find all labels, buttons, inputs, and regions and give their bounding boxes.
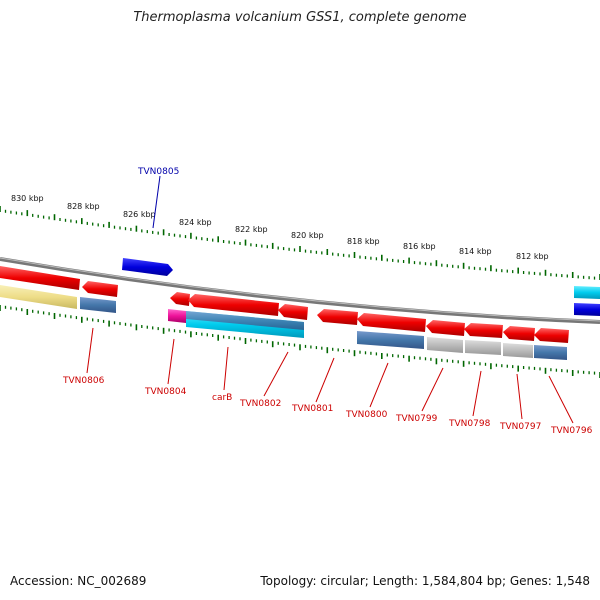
connector-tvn0798 <box>472 370 482 417</box>
class-block-gray[interactable] <box>427 337 463 353</box>
gene-tvn0799-red[interactable] <box>426 320 465 336</box>
gene-forward-edge-blue[interactable] <box>574 303 600 316</box>
class-block-yellow[interactable] <box>0 285 77 309</box>
gene-tvn0802-red[interactable] <box>278 304 308 320</box>
gene-forward-edge-cyan[interactable] <box>574 286 600 299</box>
scale-label: 822 kbp <box>235 225 268 234</box>
accession-text: Accession: NC_002689 <box>10 574 147 588</box>
gene-tvn0797-red[interactable] <box>503 326 535 341</box>
genome-backbone <box>0 257 600 324</box>
gene-label-tvn0799[interactable]: TVN0799 <box>395 414 438 424</box>
connector-tvn0797 <box>516 373 523 420</box>
gene-labels: TVN0805 TVN0806 TVN0804 carB TVN0802 TVN… <box>62 167 593 436</box>
scale-label: 816 kbp <box>403 242 436 251</box>
gene-label-tvn0806[interactable]: TVN0806 <box>62 376 105 386</box>
connector-tvn0796 <box>548 375 574 424</box>
connector-tvn0805 <box>152 175 161 229</box>
gene-carb-red[interactable] <box>188 294 279 316</box>
class-block-steel[interactable] <box>80 297 116 313</box>
class-block-magenta[interactable] <box>168 309 186 323</box>
scale-label: 818 kbp <box>347 237 380 246</box>
label-connectors <box>86 175 574 424</box>
class-block-gray[interactable] <box>465 340 501 355</box>
gene-label-tvn0797[interactable]: TVN0797 <box>499 422 541 432</box>
class-block-steel[interactable] <box>534 345 567 360</box>
gene-red-left[interactable] <box>0 266 80 290</box>
gene-label-tvn0798[interactable]: TVN0798 <box>448 419 491 429</box>
class-block-steel[interactable] <box>186 311 304 330</box>
functional-class-track <box>0 285 567 360</box>
gene-tvn0800-red[interactable] <box>357 313 426 332</box>
connector-tvn0806 <box>86 327 94 374</box>
gene-tvn0801-red[interactable] <box>317 309 358 325</box>
connector-tvn0801 <box>315 357 335 403</box>
gene-label-tvn0800[interactable]: TVN0800 <box>345 410 388 420</box>
gene-label-carb[interactable]: carB <box>212 393 232 403</box>
scale-ticks-outer <box>0 206 600 280</box>
scale-labels: 830 kbp 828 kbp 826 kbp 824 kbp 822 kbp … <box>11 194 549 261</box>
gene-tvn0796-red[interactable] <box>534 328 569 343</box>
class-block-gray[interactable] <box>503 343 533 358</box>
gene-tvn0805[interactable] <box>122 258 173 276</box>
connector-tvn0799 <box>421 367 444 412</box>
genome-summary-text: Topology: circular; Length: 1,584,804 bp… <box>260 574 590 588</box>
connector-tvn0800 <box>369 362 389 408</box>
gene-label-tvn0804[interactable]: TVN0804 <box>144 387 187 397</box>
connector-carb <box>223 346 229 391</box>
scale-label: 824 kbp <box>179 218 212 227</box>
connector-tvn0802 <box>263 351 289 397</box>
scale-label: 826 kbp <box>123 210 156 219</box>
forward-strand-genes <box>122 258 600 316</box>
scale-label: 830 kbp <box>11 194 44 203</box>
scale-label: 814 kbp <box>459 247 492 256</box>
gene-label-tvn0801[interactable]: TVN0801 <box>291 404 333 414</box>
gene-label-tvn0802[interactable]: TVN0802 <box>239 399 281 409</box>
genome-backbone-highlight <box>0 257 600 322</box>
gene-label-tvn0796[interactable]: TVN0796 <box>550 426 593 436</box>
gene-tvn0806-red[interactable] <box>82 281 118 297</box>
class-block-steel[interactable] <box>357 331 424 349</box>
scale-label: 828 kbp <box>67 202 100 211</box>
scale-ticks-inner <box>0 305 600 378</box>
gene-tvn0804-red[interactable] <box>170 292 190 306</box>
scale-label: 820 kbp <box>291 231 324 240</box>
map-title: Thermoplasma volcanium GSS1, complete ge… <box>133 10 467 25</box>
scale-label: 812 kbp <box>516 252 549 261</box>
gene-tvn0798-red[interactable] <box>464 323 503 338</box>
reverse-strand-genes <box>0 266 569 343</box>
gene-label-tvn0805[interactable]: TVN0805 <box>137 167 179 177</box>
connector-tvn0804 <box>167 338 175 385</box>
